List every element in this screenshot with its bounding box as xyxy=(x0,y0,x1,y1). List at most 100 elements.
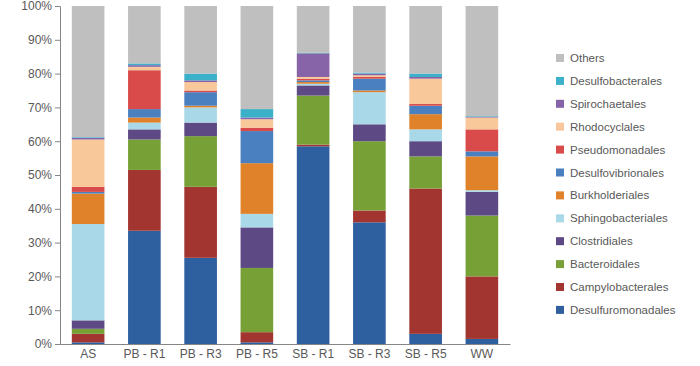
y-tick-mark xyxy=(55,175,60,176)
bar-segment xyxy=(241,109,274,117)
bar-segment xyxy=(297,85,330,95)
bar-segment xyxy=(184,82,217,90)
bar-segment xyxy=(353,79,386,91)
bar-segment xyxy=(409,79,442,104)
legend-label: Clostridiales xyxy=(570,235,633,247)
y-tick-mark xyxy=(55,209,60,210)
bar-segment xyxy=(353,73,386,74)
legend-label: Desulfuromonadales xyxy=(570,304,676,316)
legend-label: Sphingobacteriales xyxy=(570,212,668,224)
bar-segment xyxy=(409,114,442,129)
x-tick: PB - R3 xyxy=(180,344,222,361)
legend-label: Spirochaetales xyxy=(570,98,646,110)
x-tick-label: PB - R1 xyxy=(123,347,165,361)
bar-segment xyxy=(353,91,386,93)
bar-segment xyxy=(184,258,217,344)
bar-segment xyxy=(353,210,386,222)
series xyxy=(72,96,498,334)
series xyxy=(72,85,498,328)
y-tick-mark xyxy=(55,6,60,7)
bar-segment xyxy=(72,334,105,342)
legend-label: Desulfobacterales xyxy=(570,75,662,87)
x-tick-label: PB - R5 xyxy=(236,347,278,361)
legend-swatch xyxy=(556,123,564,131)
bar-segment xyxy=(297,53,330,77)
bar-segment xyxy=(128,70,161,109)
bar-segment xyxy=(297,77,330,79)
bar-segment xyxy=(409,189,442,334)
y-axis-line xyxy=(55,7,61,345)
x-tick-label: SB - R1 xyxy=(292,347,334,361)
legend-label: Burkholderiales xyxy=(570,189,650,201)
bar-segment xyxy=(466,339,499,344)
bar-segment xyxy=(184,80,217,82)
x-tick-label: SB - R5 xyxy=(405,347,447,361)
x-tick: PB - R5 xyxy=(236,344,278,361)
y-tick-mark xyxy=(55,276,60,277)
y-tick: 10% xyxy=(28,304,60,318)
bar-segment xyxy=(72,138,105,140)
bar-segment xyxy=(241,118,274,120)
x-tick: SB - R1 xyxy=(292,344,334,361)
legend-item: Clostridiales xyxy=(556,235,633,247)
legend-swatch xyxy=(556,77,564,85)
bar-segment xyxy=(297,84,330,86)
bar-segment xyxy=(184,107,217,122)
bar-segment xyxy=(409,77,442,79)
y-tick: 40% xyxy=(28,202,60,216)
y-tick-mark xyxy=(55,40,60,41)
bar-segment xyxy=(128,118,161,123)
legend-item: Desulfuromonadales xyxy=(556,304,676,316)
legend-item: Bacteroidales xyxy=(556,258,640,270)
bar-segment xyxy=(184,187,217,258)
bar-segment xyxy=(409,141,442,156)
y-tick: 0% xyxy=(35,337,60,351)
legend-swatch xyxy=(556,146,564,154)
bar-segment xyxy=(297,96,330,145)
x-tick-label: AS xyxy=(80,347,96,361)
y-tick-mark xyxy=(55,107,60,108)
bar-segment xyxy=(72,342,105,344)
bar-segment xyxy=(297,79,330,81)
bar-segment xyxy=(241,227,274,268)
y-tick-label: 60% xyxy=(28,135,52,149)
bar-segment xyxy=(353,92,386,124)
bar-segment xyxy=(241,131,274,163)
bar-segment xyxy=(353,124,386,141)
bar-segment xyxy=(241,332,274,342)
y-tick-label: 0% xyxy=(35,337,53,351)
series xyxy=(72,145,498,343)
bar-segment xyxy=(241,214,274,228)
bar-segment xyxy=(409,104,442,106)
y-tick: 50% xyxy=(28,168,60,182)
bar-segment xyxy=(72,192,105,194)
bar-segment xyxy=(128,63,161,65)
legend-item: Spirochaetales xyxy=(556,98,646,110)
bar-segment xyxy=(241,119,274,127)
bar-segment xyxy=(184,91,217,93)
bar-segment xyxy=(72,224,105,320)
y-axis: 0%10%20%30%40%50%60%70%80%90%100% xyxy=(21,0,60,351)
bar-segment xyxy=(241,6,274,109)
bar-segment xyxy=(297,146,330,344)
bar-segment xyxy=(128,129,161,139)
series xyxy=(72,6,498,137)
legend-item: Pseudomonadales xyxy=(556,144,666,156)
bar-segment xyxy=(353,6,386,73)
x-tick-label: PB - R3 xyxy=(180,347,222,361)
legend: OthersDesulfobacteralesSpirochaetalesRho… xyxy=(556,52,676,316)
legend-item: Desulfobacterales xyxy=(556,75,662,87)
y-tick-mark xyxy=(55,310,60,311)
bar-segment xyxy=(297,80,330,82)
bar-segment xyxy=(241,128,274,131)
bar-segment xyxy=(184,123,217,137)
y-tick-label: 30% xyxy=(28,236,52,250)
plot: 0%10%20%30%40%50%60%70%80%90%100%ASPB - … xyxy=(21,0,510,361)
legend-item: Rhodocyclales xyxy=(556,121,645,133)
bar-segment xyxy=(353,75,386,77)
legend-item: Sphingobacteriales xyxy=(556,212,668,224)
y-tick-mark xyxy=(55,243,60,244)
series xyxy=(72,70,498,192)
y-tick: 30% xyxy=(28,236,60,250)
x-tick-label: WW xyxy=(471,347,494,361)
